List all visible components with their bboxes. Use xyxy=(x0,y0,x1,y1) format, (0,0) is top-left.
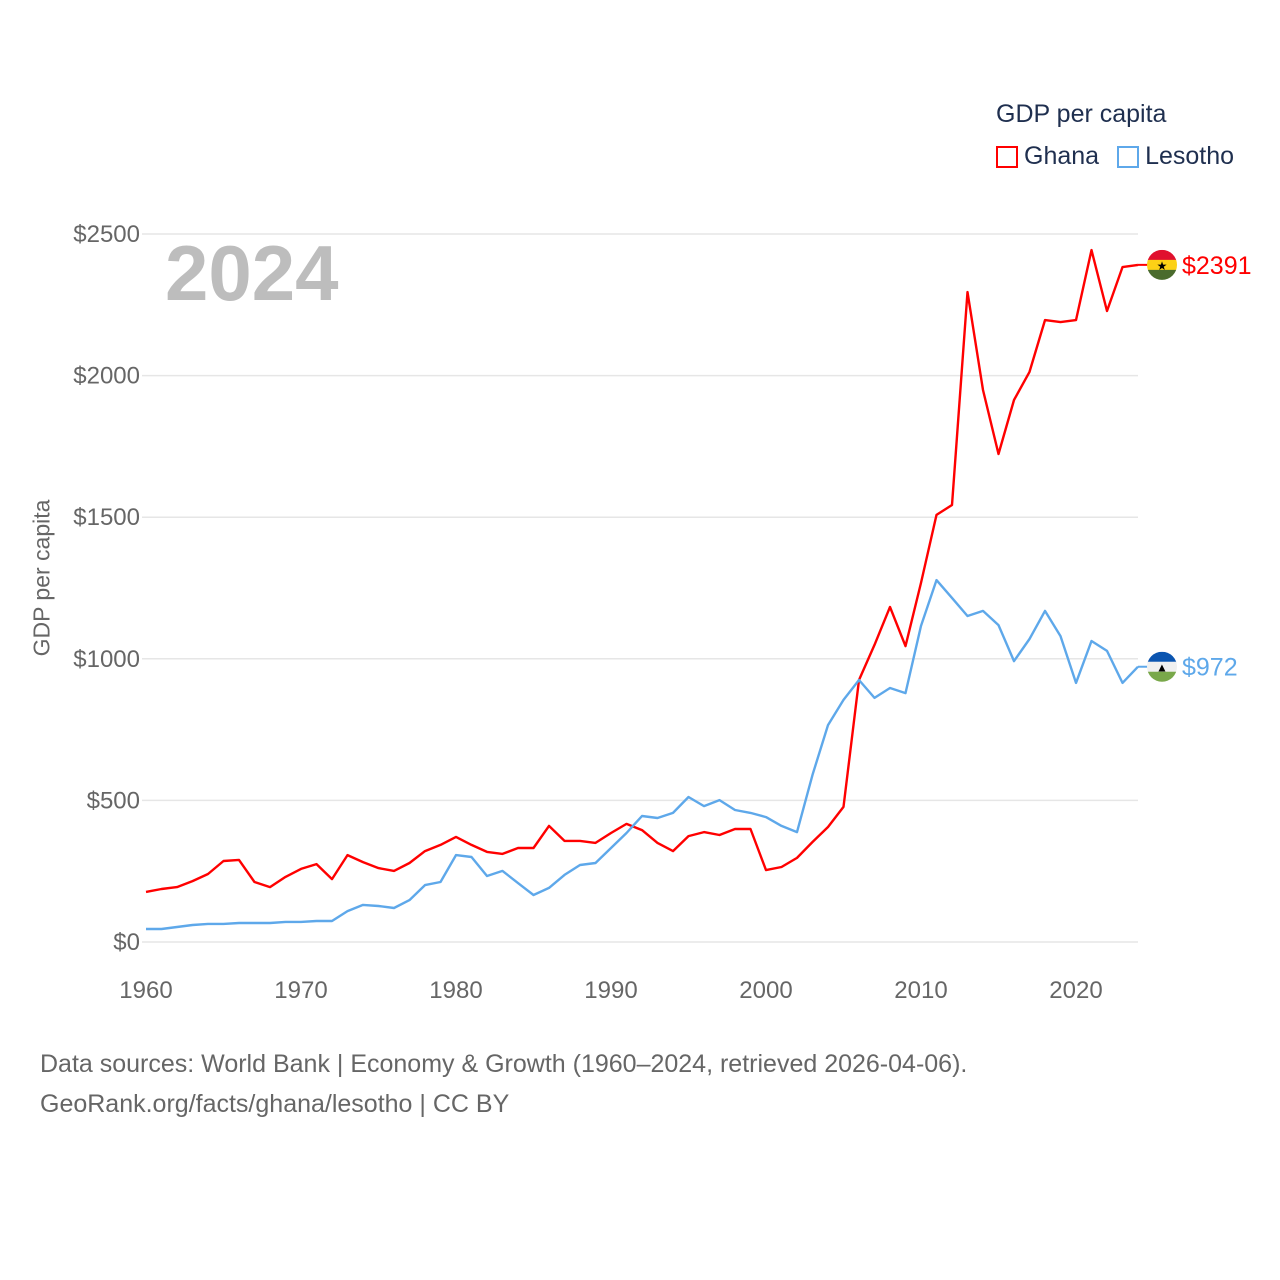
y-tick-label: $0 xyxy=(113,929,140,956)
svg-text:▲: ▲ xyxy=(1156,661,1168,675)
legend-item-ghana[interactable]: Ghana xyxy=(996,142,1099,171)
end-value-label: $2391 xyxy=(1182,252,1252,280)
y-axis-label: GDP per capita xyxy=(28,499,55,657)
footer: Data sources: World Bank | Economy & Gro… xyxy=(40,1044,967,1124)
legend: Ghana Lesotho xyxy=(996,142,1234,171)
y-tick-label: $1500 xyxy=(73,504,140,531)
legend-title: GDP per capita xyxy=(996,100,1167,128)
legend-label: Lesotho xyxy=(1145,142,1235,170)
x-tick-label: 2000 xyxy=(739,977,792,1004)
x-tick-label: 2020 xyxy=(1049,977,1102,1004)
legend-swatch-lesotho xyxy=(1117,145,1140,168)
lesotho-flag-icon: ▲ xyxy=(1147,651,1177,682)
legend-swatch-ghana xyxy=(996,145,1018,168)
series-line-ghana xyxy=(145,248,1139,894)
series-line-lesotho xyxy=(146,578,1139,931)
x-tick-label: 2010 xyxy=(894,977,947,1004)
y-tick-label: $500 xyxy=(87,787,140,814)
end-value-label: $972 xyxy=(1182,654,1238,682)
y-tick-label: $2500 xyxy=(73,221,140,248)
svg-text:★: ★ xyxy=(1157,259,1168,273)
y-tick-label: $1000 xyxy=(73,646,140,673)
x-tick-label: 1990 xyxy=(584,977,637,1004)
source-link[interactable]: GeoRank.org/facts/ghana/lesotho | CC BY xyxy=(40,1090,510,1118)
x-tick-label: 1980 xyxy=(429,977,482,1004)
data-source-text: Data sources: World Bank | Economy & Gro… xyxy=(40,1050,968,1078)
ghana-flag-icon: ★ xyxy=(1147,249,1177,280)
x-tick-label: 1970 xyxy=(274,977,327,1004)
legend-item-lesotho[interactable]: Lesotho xyxy=(1117,142,1234,171)
x-tick-label: 1960 xyxy=(119,977,172,1004)
legend-label: Ghana xyxy=(1024,142,1100,170)
current-year-label: 2024 xyxy=(165,229,339,317)
y-tick-label: $2000 xyxy=(73,363,140,390)
